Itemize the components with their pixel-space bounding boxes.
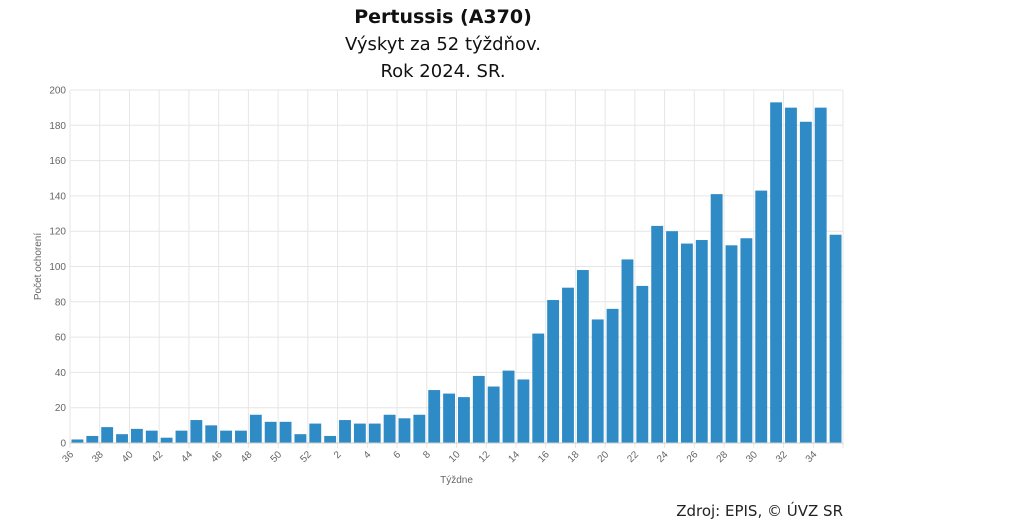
bar-week-2: [339, 420, 351, 443]
bar-week-30: [755, 190, 768, 443]
bar-week-9: [443, 393, 455, 443]
bar-week-49: [264, 421, 277, 443]
x-tick-label: 20: [596, 449, 612, 465]
bar-week-39: [116, 434, 128, 443]
bar-week-16: [547, 300, 560, 443]
bar-week-10: [458, 397, 470, 443]
bar-week-4: [368, 423, 381, 443]
y-tick-label: 20: [55, 403, 67, 414]
bar-week-18: [576, 270, 589, 443]
x-tick-label: 52: [298, 449, 314, 465]
x-tick-label: 46: [209, 449, 225, 465]
x-tick-label: 24: [655, 449, 671, 465]
x-tick-label: 34: [804, 449, 820, 465]
x-tick-label: 8: [421, 449, 433, 461]
x-tick-label: 38: [90, 449, 106, 465]
bar-week-33: [799, 121, 812, 444]
x-tick-label: 6: [391, 449, 403, 461]
chart-subtitle-2: Rok 2024. SR.: [380, 61, 506, 82]
bar-week-43: [175, 430, 188, 443]
y-axis-label: Počet ochorení: [33, 233, 44, 300]
bar-week-32: [785, 107, 797, 444]
bar-week-15: [532, 333, 545, 443]
bar-week-42: [160, 437, 173, 443]
x-tick-label: 48: [239, 449, 255, 465]
bar-week-50: [279, 421, 292, 443]
x-tick-label: 12: [477, 449, 493, 465]
y-tick-label: 180: [49, 121, 66, 132]
bar-week-45: [205, 425, 218, 443]
bar-week-26: [695, 240, 708, 443]
y-tick-label: 160: [49, 156, 66, 167]
x-axis-label: Týždne: [440, 475, 473, 486]
x-tick-label: 16: [536, 449, 552, 465]
x-tick-label: 40: [120, 449, 136, 465]
bar-week-8: [428, 390, 441, 443]
bar-week-31: [770, 102, 783, 443]
bar-week-27: [710, 194, 723, 443]
bar-week-19: [591, 319, 604, 443]
bar-week-28: [725, 245, 738, 443]
bar-week-46: [220, 430, 233, 443]
bar-week-25: [680, 243, 693, 443]
bar-week-35: [829, 234, 842, 443]
chart-title: Pertussis (A370): [354, 6, 532, 28]
chart-subtitle-1: Výskyt za 52 týždňov.: [345, 34, 541, 55]
bar-week-23: [651, 225, 664, 443]
y-tick-label: 200: [49, 86, 66, 97]
y-tick-label: 0: [60, 439, 66, 450]
x-tick-label: 4: [362, 449, 374, 461]
bar-week-13: [502, 370, 515, 443]
x-tick-label: 10: [447, 449, 463, 465]
x-tick-label: 22: [625, 449, 641, 465]
x-tick-label: 50: [269, 449, 285, 465]
bar-week-12: [487, 386, 500, 443]
y-tick-label: 120: [49, 227, 66, 238]
bar-week-3: [353, 423, 366, 443]
bar-week-6: [398, 418, 411, 443]
x-tick-label: 36: [60, 449, 76, 465]
bar-week-1: [324, 435, 337, 443]
x-tick-label: 2: [332, 449, 344, 461]
bar-week-34: [814, 107, 827, 444]
bar-week-51: [294, 434, 307, 443]
y-tick-label: 60: [55, 333, 67, 344]
bar-week-17: [562, 287, 574, 443]
bar-week-52: [309, 423, 322, 443]
x-tick-label: 30: [744, 449, 760, 465]
bar-week-40: [130, 428, 143, 443]
bar-week-37: [86, 435, 99, 443]
x-tick-label: 18: [566, 449, 582, 465]
bar-week-5: [383, 414, 396, 443]
x-tick-label: 44: [179, 449, 195, 465]
bar-week-22: [636, 285, 649, 443]
x-tick-label: 42: [150, 449, 166, 465]
bar-week-44: [190, 420, 203, 443]
bar-week-24: [666, 231, 678, 443]
y-tick-label: 140: [49, 191, 66, 202]
x-tick-label: 26: [685, 449, 701, 465]
bar-week-36: [71, 439, 84, 443]
source-note: Zdroj: EPIS, © ÚVZ SR: [676, 502, 843, 520]
x-tick-label: 32: [774, 449, 790, 465]
bar-week-20: [606, 308, 619, 443]
bar-week-29: [740, 238, 753, 443]
x-tick-label: 14: [506, 449, 522, 465]
bar-week-7: [413, 414, 426, 443]
bar-week-41: [145, 430, 158, 443]
y-tick-label: 80: [55, 297, 67, 308]
y-tick-label: 100: [49, 262, 66, 273]
bar-week-47: [235, 430, 247, 443]
bar-week-38: [101, 427, 114, 443]
y-tick-label: 40: [55, 368, 67, 379]
bar-week-48: [249, 414, 262, 443]
bar-week-21: [621, 259, 634, 443]
bar-week-11: [472, 375, 485, 443]
bar-week-14: [517, 379, 530, 443]
x-tick-label: 28: [715, 449, 731, 465]
